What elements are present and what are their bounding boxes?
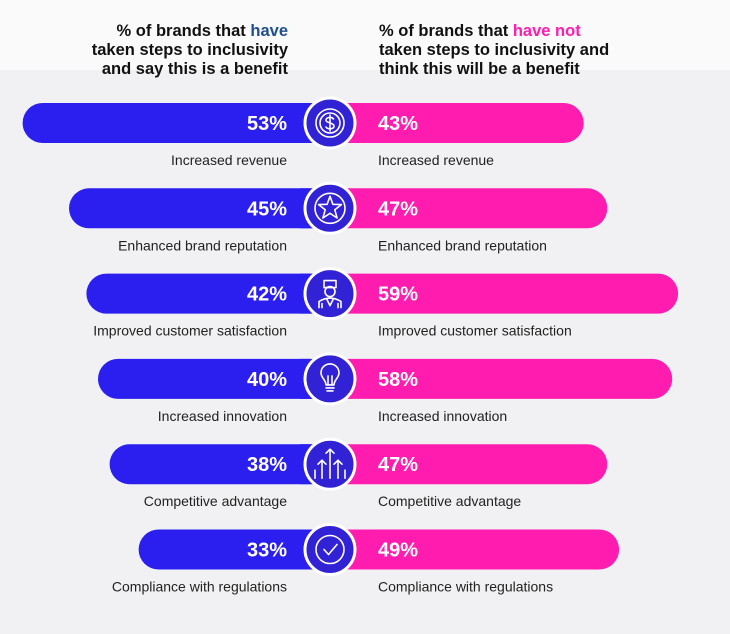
chart-row-5: 33% 49% Compliance with regulations Complia… — [112, 523, 620, 595]
left-header-highlight: have — [250, 22, 288, 40]
value-label-have-not-4: 47% — [378, 454, 418, 476]
customer-icon — [303, 267, 357, 321]
category-label-right-2: Improved customer satisfaction — [378, 323, 572, 339]
right-header-line3: think this will be a benefit — [379, 60, 580, 78]
category-label-left-5: Compliance with regulations — [112, 579, 287, 595]
left-header-line3: and say this is a benefit — [101, 60, 288, 78]
chart-row-0: 53% 43% Increased revenue Increased revenue — [22, 96, 584, 168]
right-header-line2: taken steps to inclusivity and — [379, 41, 610, 59]
bar-have-4 — [109, 444, 330, 485]
value-label-have-not-2: 59% — [378, 284, 418, 306]
category-label-right-4: Competitive advantage — [378, 493, 521, 509]
bar-have-0 — [22, 103, 330, 143]
chart-row-1: 45% 47% Enhanced brand reputation Enhanced … — [69, 181, 608, 253]
star-badge-icon — [303, 181, 357, 235]
category-label-right-5: Compliance with regulations — [378, 579, 553, 595]
category-label-left-2: Improved customer satisfaction — [93, 323, 287, 339]
icon-circle-1 — [303, 181, 357, 235]
chart-row-4: 38% 47% Competitive advantage Competitive a… — [109, 437, 608, 509]
value-label-have-0: 53% — [247, 113, 287, 135]
value-label-have-not-3: 58% — [378, 369, 418, 391]
bar-have-not-0 — [310, 103, 584, 143]
category-label-right-0: Increased revenue — [378, 152, 494, 168]
value-label-have-2: 42% — [247, 284, 287, 306]
value-label-have-not-0: 43% — [378, 113, 418, 135]
icon-circle-5 — [303, 523, 357, 576]
value-label-have-4: 38% — [247, 454, 287, 476]
bar-have-1 — [69, 188, 330, 229]
bar-have-not-4 — [310, 444, 608, 485]
right-header-text: % of brands that — [379, 22, 513, 40]
chart-row-3: 40% 58% Increased innovation Increased inno… — [98, 352, 673, 424]
icon-circle-2 — [303, 267, 357, 321]
category-label-right-3: Increased innovation — [378, 408, 507, 424]
category-label-left-1: Enhanced brand reputation — [118, 237, 287, 253]
value-label-have-not-1: 47% — [378, 198, 418, 220]
left-header-line2: taken steps to inclusivity — [91, 41, 288, 59]
value-label-have-1: 45% — [247, 198, 287, 220]
left-header-text: % of brands that — [116, 22, 251, 40]
bar-have-not-5 — [310, 529, 620, 570]
bar-have-3 — [98, 358, 330, 399]
left-series-header: % of brands that have taken steps to inc… — [0, 22, 288, 79]
category-label-left-3: Increased innovation — [158, 408, 287, 424]
bar-have-5 — [138, 529, 330, 570]
lightbulb-icon — [303, 352, 357, 406]
category-label-right-1: Enhanced brand reputation — [378, 237, 547, 253]
value-label-have-5: 33% — [247, 540, 287, 562]
chart-row-2: 42% 59% Improved customer satisfaction Impr… — [86, 267, 679, 339]
dollar-coin-icon — [303, 96, 357, 150]
growth-arrows-icon — [303, 437, 357, 491]
category-label-left-0: Increased revenue — [171, 152, 287, 168]
bar-have-not-1 — [310, 188, 608, 229]
right-header-highlight: have not — [512, 22, 581, 40]
value-label-have-not-5: 49% — [378, 540, 418, 562]
bar-have-not-3 — [310, 358, 673, 399]
bar-have-2 — [86, 273, 331, 314]
icon-circle-3 — [303, 352, 357, 406]
checkmark-icon — [303, 523, 357, 576]
bar-have-not-2 — [310, 273, 679, 314]
category-label-left-4: Competitive advantage — [144, 493, 287, 509]
right-series-header: % of brands that have not taken steps to… — [379, 22, 669, 79]
value-label-have-3: 40% — [247, 369, 287, 391]
